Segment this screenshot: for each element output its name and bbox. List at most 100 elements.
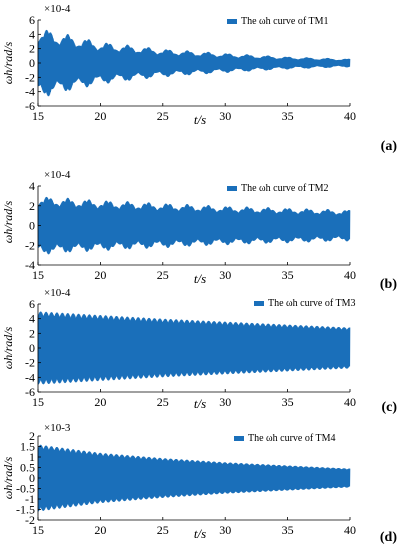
signal-trace-c bbox=[37, 311, 351, 385]
xtick-c: 40 bbox=[344, 389, 356, 409]
xtick-b: 25 bbox=[157, 262, 169, 282]
yticks-c: 6 4 2 0 -2 -4 -6 bbox=[25, 297, 41, 399]
legend-swatch-b bbox=[227, 186, 237, 191]
legend-b: The ωh curve of TM2 bbox=[227, 183, 329, 194]
xtick-label-b: 20 bbox=[94, 268, 106, 282]
plot-d: 15 20 25 30 35 40 2 1.5 1 0.5 0 -0.5 -1 … bbox=[16, 429, 356, 541]
panel-label-a: (a) bbox=[381, 139, 398, 154]
xtick-a: 25 bbox=[157, 103, 169, 123]
ytick-d: -1.5 bbox=[16, 503, 41, 517]
xtick-c: 35 bbox=[282, 389, 294, 409]
ytick-a: 2 bbox=[29, 42, 41, 56]
ytick-label-c: 2 bbox=[29, 326, 35, 340]
xtick-label-b: 15 bbox=[32, 268, 44, 282]
xtick-c: 20 bbox=[94, 389, 106, 409]
xtick-d: 15 bbox=[32, 517, 44, 537]
ytick-d: 0.5 bbox=[20, 461, 41, 475]
signal-trace-d bbox=[37, 444, 351, 512]
ytick-d: 0 bbox=[29, 471, 41, 485]
ytick-label-c: 4 bbox=[29, 312, 35, 326]
ytick-label-a: 4 bbox=[29, 27, 35, 41]
legend-label-d: The ωh curve of TM4 bbox=[248, 433, 336, 444]
xtick-label-b: 25 bbox=[157, 268, 169, 282]
ytick-a: 4 bbox=[29, 27, 41, 41]
xtick-label-b: 30 bbox=[219, 268, 231, 282]
plot-b: 15 20 25 30 35 40 4 2 0 -2 -4 t/s The ωh… bbox=[25, 179, 356, 286]
ytick-label-a: 6 bbox=[29, 13, 35, 27]
ytick-label-c: 6 bbox=[29, 297, 35, 311]
xtick-b: 15 bbox=[32, 262, 44, 282]
ytick-label-b: -4 bbox=[25, 258, 35, 272]
plot-c: 15 20 25 30 35 40 6 4 2 0 -2 -4 -6 t/s T… bbox=[25, 297, 356, 411]
ytick-a: -6 bbox=[25, 99, 41, 113]
legend-label-a: The ωh curve of TM1 bbox=[241, 16, 329, 27]
xtick-a: 20 bbox=[94, 103, 106, 123]
xtick-label-d: 35 bbox=[282, 523, 294, 537]
panel-a: ×10-4 ωh/rad/s 15 20 25 30 35 40 6 4 2 0… bbox=[1, 3, 397, 154]
ytick-a: -4 bbox=[25, 85, 41, 99]
signal-trace-b bbox=[37, 196, 351, 255]
ytick-label-d: 2 bbox=[29, 429, 35, 443]
xtick-label-c: 25 bbox=[157, 395, 169, 409]
ytick-a: 6 bbox=[29, 13, 41, 27]
xlabel-d: t/s bbox=[194, 526, 206, 541]
ytick-label-d: -1 bbox=[25, 492, 35, 506]
xtick-d: 25 bbox=[157, 517, 169, 537]
exponent-label-c: ×10-4 bbox=[44, 287, 71, 299]
ytick-label-b: 4 bbox=[29, 179, 35, 193]
ytick-c: 0 bbox=[29, 341, 41, 355]
xtick-b: 40 bbox=[344, 262, 356, 282]
ytick-b: -2 bbox=[25, 238, 41, 252]
ylabel-c: ωh/rad/s bbox=[1, 326, 15, 369]
xtick-b: 35 bbox=[282, 262, 294, 282]
panel-label-c: (c) bbox=[381, 400, 397, 415]
legend-swatch-c bbox=[254, 301, 264, 306]
xtick-d: 30 bbox=[219, 517, 231, 537]
ytick-d: -2 bbox=[25, 513, 41, 527]
ytick-c: 4 bbox=[29, 312, 41, 326]
xtick-d: 20 bbox=[94, 517, 106, 537]
xtick-label-d: 30 bbox=[219, 523, 231, 537]
xtick-a: 40 bbox=[344, 103, 356, 123]
ytick-d: 2 bbox=[29, 429, 41, 443]
ytick-b: 4 bbox=[29, 179, 41, 193]
panel-label-d: (d) bbox=[380, 530, 397, 545]
yticks-a: 6 4 2 0 -2 -4 -6 bbox=[25, 13, 41, 113]
ytick-c: -2 bbox=[25, 356, 41, 370]
xtick-a: 15 bbox=[32, 103, 44, 123]
ytick-label-c: 0 bbox=[29, 341, 35, 355]
ytick-label-d: 1.5 bbox=[20, 440, 35, 454]
legend-d: The ωh curve of TM4 bbox=[234, 433, 336, 444]
xtick-a: 35 bbox=[282, 103, 294, 123]
ytick-label-a: -6 bbox=[25, 99, 35, 113]
ytick-a: -2 bbox=[25, 70, 41, 84]
xtick-label-c: 30 bbox=[219, 395, 231, 409]
xtick-label-a: 25 bbox=[157, 109, 169, 123]
ylabel-d: ωh/rad/s bbox=[1, 456, 15, 499]
xtick-b: 20 bbox=[94, 262, 106, 282]
ytick-c: 6 bbox=[29, 297, 41, 311]
legend-c: The ωh curve of TM3 bbox=[254, 298, 356, 309]
yticks-b: 4 2 0 -2 -4 bbox=[25, 179, 41, 272]
ytick-b: 2 bbox=[29, 199, 41, 213]
ytick-d: -0.5 bbox=[16, 482, 41, 496]
ytick-b: -4 bbox=[25, 258, 41, 272]
ytick-c: -6 bbox=[25, 385, 41, 399]
exponent-label-d: ×10-3 bbox=[44, 422, 71, 434]
xticks-d: 15 20 25 30 35 40 bbox=[32, 517, 356, 537]
xticks-c: 15 20 25 30 35 40 bbox=[32, 389, 356, 409]
xtick-label-d: 20 bbox=[94, 523, 106, 537]
ytick-label-b: 0 bbox=[29, 219, 35, 233]
yticks-d: 2 1.5 1 0.5 0 -0.5 -1 -1.5 -2 bbox=[16, 429, 41, 527]
xtick-label-d: 40 bbox=[344, 523, 356, 537]
ytick-label-b: -2 bbox=[25, 238, 35, 252]
ylabel-a: ωh/rad/s bbox=[1, 41, 15, 84]
ytick-d: 1.5 bbox=[20, 440, 41, 454]
ytick-d: -1 bbox=[25, 492, 41, 506]
xtick-c: 30 bbox=[219, 389, 231, 409]
panel-d: ×10-3 ωh/rad/s 15 20 25 30 35 40 2 1.5 1… bbox=[1, 422, 397, 545]
ytick-label-a: -2 bbox=[25, 70, 35, 84]
ytick-c: -4 bbox=[25, 370, 41, 384]
ytick-label-d: 1 bbox=[29, 450, 35, 464]
signal-trace-a bbox=[37, 29, 351, 97]
